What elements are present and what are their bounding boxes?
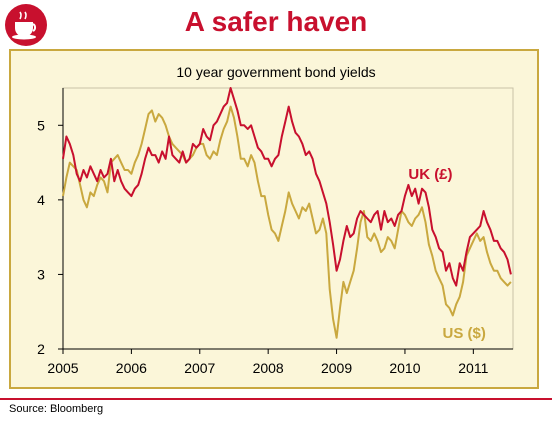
bond-yield-chart: 10 year government bond yields 2 3 4 5 2005… [37,64,514,376]
y-tick-label: 5 [37,117,45,133]
x-axis: 2005 2006 2007 2008 2009 2010 2011 [47,348,513,376]
x-tick-label: 2007 [184,360,215,376]
series-label: US ($) [443,325,486,342]
x-tick-label: 2009 [321,360,352,376]
series-line-uk [62,87,512,287]
series-layer [62,87,512,339]
series-line-us [62,105,512,339]
footer-divider [0,398,552,400]
chart-title: 10 year government bond yields [176,64,375,80]
x-tick-label: 2008 [253,360,284,376]
x-tick-label: 2005 [47,360,78,376]
y-tick-label: 2 [37,341,45,357]
page-title: A safer haven [184,6,368,37]
coffee-cup-icon [5,4,47,46]
x-tick-label: 2006 [116,360,147,376]
plot-area [62,87,514,350]
y-tick-label: 3 [37,266,45,282]
y-axis: 2 3 4 5 [37,88,64,357]
x-tick-label: 2011 [458,360,488,376]
x-tick-label: 2010 [389,360,420,376]
source-note: Source: Bloomberg [9,403,104,415]
annotation-layer: UK (£) US ($) [408,166,486,342]
y-tick-label: 4 [37,192,45,208]
chart-panel [9,49,539,389]
series-label: UK (£) [408,166,452,183]
